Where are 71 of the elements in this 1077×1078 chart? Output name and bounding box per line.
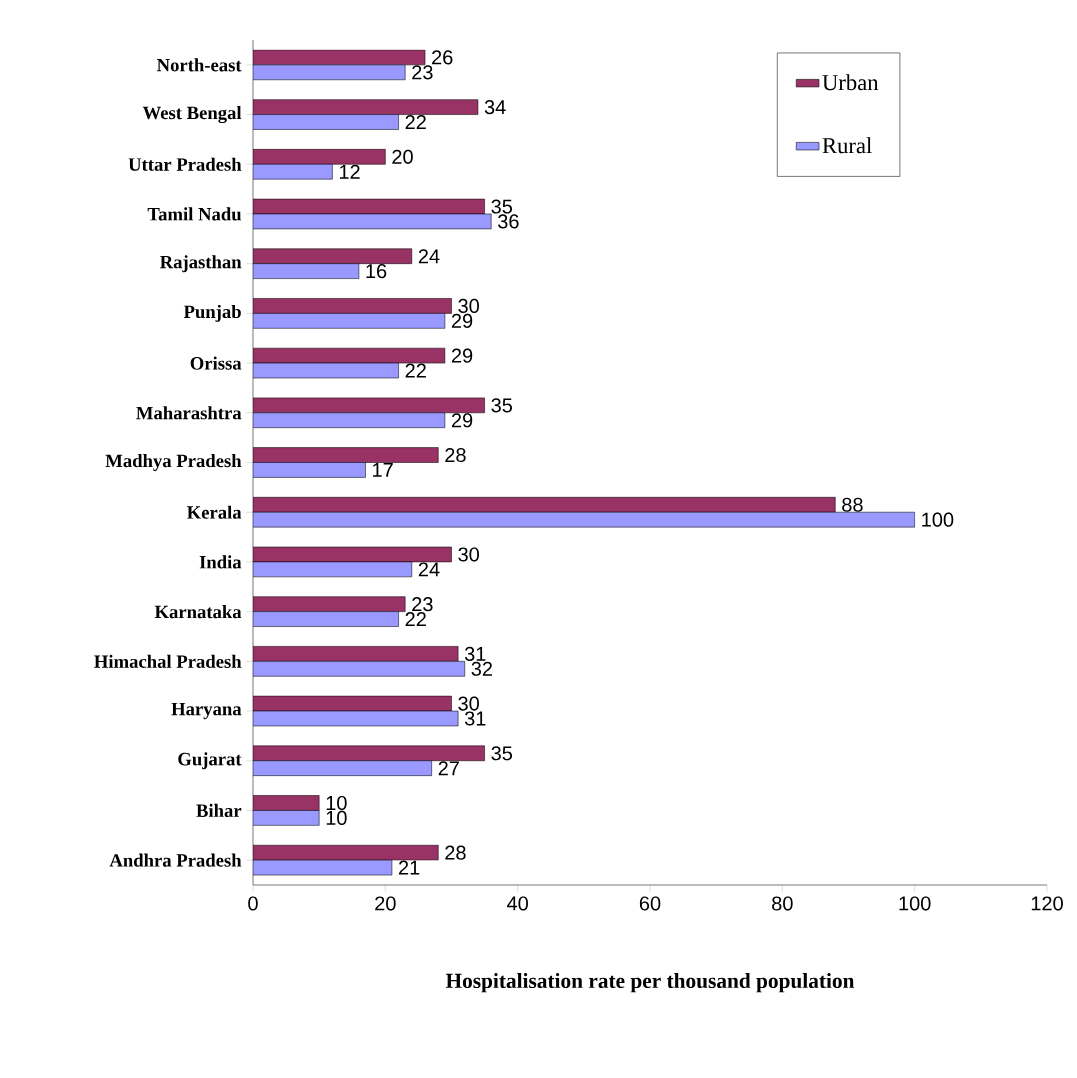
bar <box>253 462 366 478</box>
legend-label: Rural <box>822 137 872 154</box>
y-tick-label: Maharashtra <box>136 406 242 420</box>
y-tick-label: Haryana <box>171 702 242 720</box>
data-label: 24 <box>418 562 440 577</box>
data-label: 35 <box>491 398 513 413</box>
y-tick-label: Uttar Pradesh <box>128 157 242 171</box>
bar <box>253 661 465 677</box>
y-tick-label: Tamil Nadu <box>147 207 242 221</box>
y-tick-label: West Bengal <box>142 106 242 124</box>
data-label: 29 <box>451 413 473 428</box>
bar <box>253 263 360 279</box>
y-tick-label: Gujarat <box>178 752 242 770</box>
x-tick-label: 0 <box>248 896 258 911</box>
data-label: 35 <box>491 746 513 761</box>
x-tick-label: 40 <box>507 896 528 911</box>
bar <box>253 114 399 130</box>
bar <box>253 412 446 428</box>
data-label: 31 <box>464 711 486 726</box>
data-label: 30 <box>458 696 479 711</box>
y-tick-label: Himachal Pradesh <box>94 654 242 668</box>
data-label: 27 <box>438 761 459 776</box>
data-label: 20 <box>392 149 413 164</box>
bar <box>253 611 399 627</box>
data-label: 10 <box>326 810 347 825</box>
data-label: 88 <box>842 497 863 512</box>
y-tick-label: Kerala <box>186 505 242 519</box>
data-label: 22 <box>405 115 426 129</box>
data-label: 16 <box>366 264 387 279</box>
x-tick-label: 60 <box>639 896 661 911</box>
x-tick-label: 80 <box>772 896 793 911</box>
y-tick-label: Punjab <box>183 304 241 322</box>
data-label: 21 <box>399 860 420 875</box>
data-label: 24 <box>418 249 440 264</box>
y-tick-label: Andhra Pradesh <box>109 853 242 867</box>
bar <box>253 164 333 180</box>
data-label: 28 <box>445 845 466 860</box>
data-label: 100 <box>922 512 954 527</box>
y-tick-label: Madhya Pradesh <box>105 454 242 471</box>
bar <box>253 810 320 826</box>
data-label: 30 <box>458 547 479 562</box>
legend-label: Urban <box>822 74 879 91</box>
data-label: 28 <box>445 447 466 463</box>
data-label: 26 <box>432 50 453 65</box>
y-tick-label: India <box>199 555 242 569</box>
y-tick-label: Rajasthan <box>159 255 242 273</box>
x-tick-label: 120 <box>1031 896 1063 911</box>
data-label: 17 <box>373 463 393 477</box>
data-label: 23 <box>412 65 433 80</box>
y-tick-label: North-east <box>156 58 242 72</box>
data-label: 22 <box>405 363 426 378</box>
y-tick-label: Orissa <box>190 356 242 370</box>
x-tick-label: 100 <box>899 896 931 911</box>
data-label: 32 <box>471 661 493 676</box>
data-label: 22 <box>405 612 426 627</box>
data-label: 12 <box>339 164 360 179</box>
x-tick-label: 20 <box>375 896 396 911</box>
data-label: 29 <box>451 348 473 363</box>
bar <box>253 760 432 776</box>
data-label: 29 <box>451 313 473 328</box>
data-label: 35 <box>491 199 513 214</box>
y-tick-label: Bihar <box>196 803 242 818</box>
data-label: 30 <box>458 298 479 314</box>
data-label: 31 <box>464 646 486 661</box>
data-label: 34 <box>484 100 506 115</box>
x-axis-title: Hospitalisation rate per thousand population <box>445 973 855 993</box>
y-tick-label: Karnataka <box>154 605 242 619</box>
data-label: 10 <box>326 795 347 811</box>
bar <box>253 313 446 329</box>
data-label: 36 <box>498 214 519 229</box>
data-label: 23 <box>412 597 433 612</box>
